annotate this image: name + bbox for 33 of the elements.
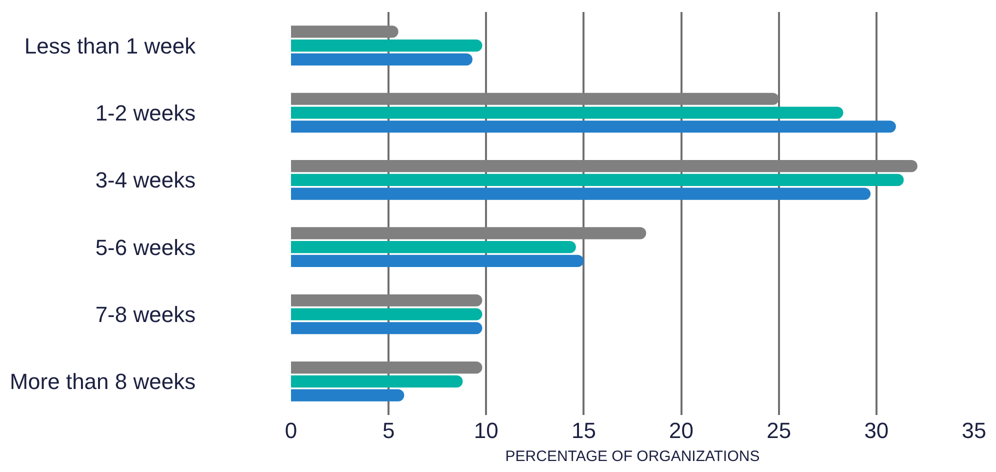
bar bbox=[291, 361, 482, 374]
y-tick-label: 5-6 weeks bbox=[95, 234, 196, 260]
x-tick-label: 15 bbox=[571, 418, 596, 443]
bar bbox=[291, 241, 576, 254]
x-tick-label: 5 bbox=[382, 418, 395, 443]
bar bbox=[291, 322, 482, 334]
x-tick-label: 30 bbox=[864, 418, 889, 443]
x-tick-label: 10 bbox=[474, 418, 498, 443]
bar bbox=[291, 254, 584, 268]
y-tick-label: 3-4 weeks bbox=[95, 168, 196, 193]
x-tick-label: 20 bbox=[669, 418, 694, 443]
x-tick-label: 25 bbox=[766, 418, 792, 443]
bar bbox=[291, 294, 482, 306]
x-tick-label: 35 bbox=[962, 418, 986, 443]
y-tick-label: 1-2 weeks bbox=[95, 100, 196, 126]
y-tick-label: More than 8 weeks bbox=[10, 369, 196, 394]
x-tick-label: 0 bbox=[284, 418, 298, 443]
bar bbox=[291, 120, 896, 133]
bar bbox=[291, 53, 472, 66]
bar bbox=[291, 227, 646, 240]
y-tick-label: 7-8 weeks bbox=[95, 302, 196, 327]
bar bbox=[291, 174, 904, 186]
bar bbox=[291, 308, 482, 320]
bar bbox=[291, 160, 918, 172]
x-axis-title: PERCENTAGE OF ORGANIZATIONS bbox=[505, 448, 760, 465]
bar bbox=[291, 106, 844, 119]
bar bbox=[291, 26, 398, 38]
bar bbox=[291, 40, 482, 52]
bar bbox=[291, 92, 779, 105]
bar bbox=[291, 389, 404, 402]
bar bbox=[291, 188, 871, 200]
bar bbox=[291, 375, 463, 388]
y-tick-label: Less than 1 week bbox=[24, 33, 197, 58]
